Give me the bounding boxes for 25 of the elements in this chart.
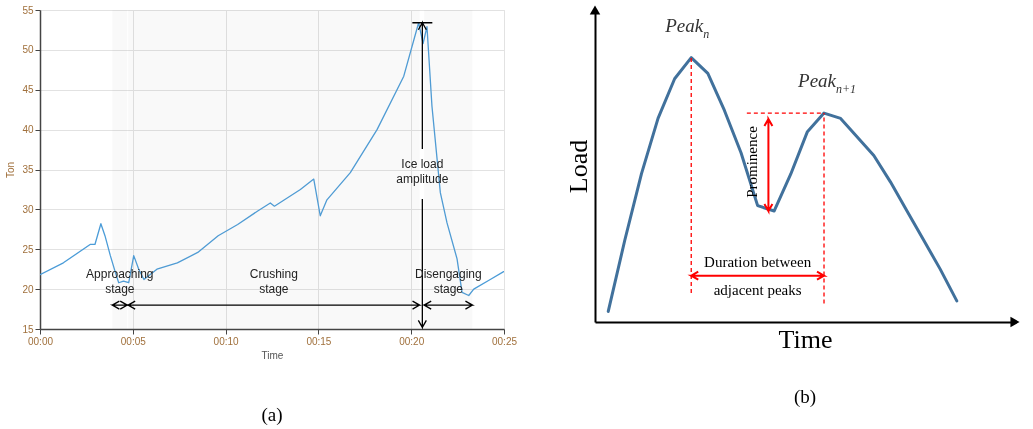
annotation: Duration between adjacent peaks <box>704 253 812 298</box>
x-axis-title: Time <box>261 349 284 361</box>
y-tick-label: 40 <box>22 124 34 136</box>
x-tick-label: 00:00 <box>27 335 54 347</box>
line-series <box>40 22 504 297</box>
y-axis-title: Ton <box>5 161 17 179</box>
y-tick-label: 25 <box>22 243 34 255</box>
x-tick-label: 00:25 <box>491 335 518 347</box>
text: (b) <box>793 386 817 408</box>
band-label: Crushing stage <box>249 267 298 297</box>
y-tick-label: 20 <box>22 283 34 295</box>
y-tick-label: 50 <box>22 44 34 56</box>
x-tick-label: 00:10 <box>213 335 240 347</box>
y-tick-label: 35 <box>22 164 34 175</box>
x-axis-title: Time <box>778 324 833 354</box>
text: (a) <box>261 404 283 426</box>
y-tick-label: 15 <box>22 323 34 335</box>
x-tick-label: 00:20 <box>399 335 425 347</box>
x-tick-label: 00:05 <box>120 335 147 347</box>
y-tick-label: 55 <box>22 4 34 16</box>
y-tick-label: 30 <box>22 203 34 215</box>
y-tick-label: 45 <box>22 84 34 96</box>
y-axis-title: Load <box>563 139 593 194</box>
annotation: Prominence <box>744 125 761 198</box>
x-tick-label: 00:15 <box>306 335 332 347</box>
